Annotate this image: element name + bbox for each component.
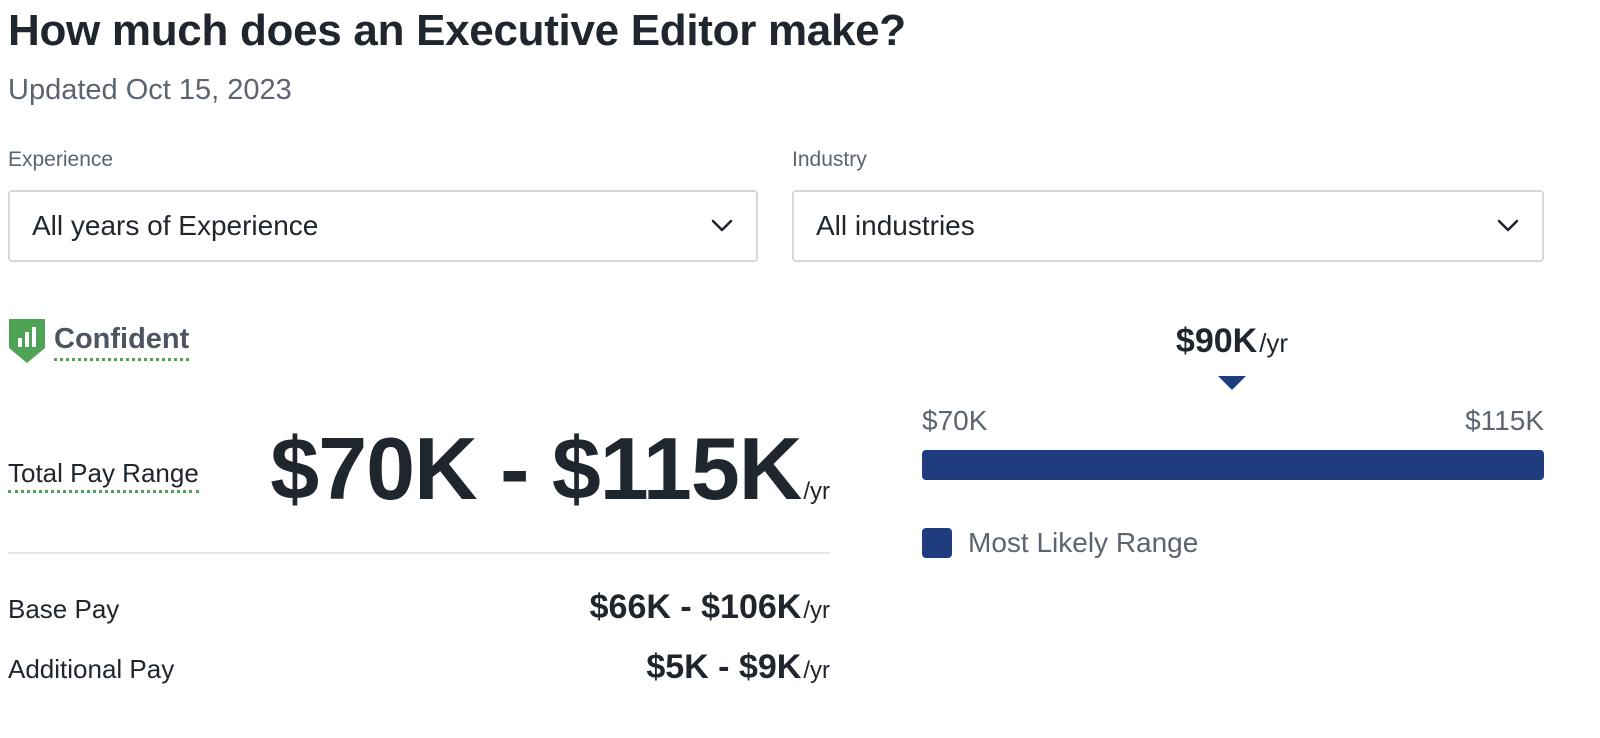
median-pointer-icon	[1218, 376, 1246, 390]
total-pay-label[interactable]: Total Pay Range	[8, 458, 199, 493]
median-pay: $90K /yr	[1112, 322, 1352, 361]
base-pay-label: Base Pay	[8, 594, 120, 624]
confidence-label: Confident	[54, 322, 190, 361]
experience-filter-label: Experience	[8, 148, 114, 171]
chart-legend: Most Likely Range	[922, 527, 1198, 559]
legend-label: Most Likely Range	[968, 527, 1199, 558]
page-title: How much does an Executive Editor make?	[8, 6, 906, 55]
most-likely-range-bar	[922, 450, 1544, 480]
base-pay-row: Base Pay $66K - $106K /yr	[8, 588, 830, 627]
chevron-down-icon	[1496, 214, 1520, 238]
divider	[8, 552, 830, 554]
additional-pay-unit: /yr	[803, 657, 830, 684]
base-pay-value: $66K - $106K	[589, 588, 802, 626]
industry-filter-label: Industry	[792, 148, 867, 171]
additional-pay-label: Additional Pay	[8, 654, 175, 684]
updated-date: Updated Oct 15, 2023	[8, 74, 292, 106]
experience-select[interactable]: All years of Experience	[8, 190, 758, 262]
range-max-label: $115K	[1465, 405, 1544, 436]
additional-pay-row: Additional Pay $5K - $9K /yr	[8, 648, 830, 687]
range-min-label: $70K	[922, 405, 988, 436]
base-pay-unit: /yr	[803, 597, 830, 624]
total-pay-unit: /yr	[803, 478, 830, 505]
median-pay-value: $90K	[1175, 322, 1258, 360]
confidence-badge[interactable]: Confident	[8, 318, 190, 364]
total-pay-value: $70K - $115K	[270, 419, 802, 518]
industry-select[interactable]: All industries	[792, 190, 1544, 262]
additional-pay-value: $5K - $9K	[646, 648, 802, 686]
industry-select-value: All industries	[816, 210, 975, 241]
legend-swatch	[922, 528, 952, 558]
total-pay-range: $70K - $115K /yr	[270, 418, 830, 520]
shield-bar-chart-icon	[8, 318, 46, 364]
experience-select-value: All years of Experience	[32, 210, 319, 241]
chevron-down-icon	[710, 214, 734, 238]
median-pay-unit: /yr	[1259, 328, 1289, 358]
